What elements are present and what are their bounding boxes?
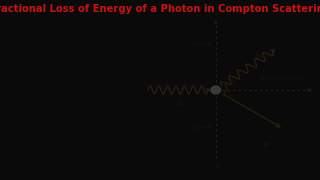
Text: hν'sinθ: hν'sinθ [192,42,212,47]
Text: θ: θ [230,79,234,87]
Circle shape [211,86,220,94]
Text: hν: hν [177,100,186,108]
Text: pₑ: pₑ [262,140,271,148]
Text: +: + [213,11,219,17]
Text: +: + [213,164,219,170]
Text: pₑsinΦ: pₑsinΦ [194,125,212,130]
Text: Fractional Loss of Energy of a Photon in Compton Scattering: Fractional Loss of Energy of a Photon in… [0,4,320,15]
Text: Φ: Φ [227,93,233,101]
Text: hν': hν' [255,52,267,60]
Text: hν'cosθ+pₑcosΦ: hν'cosθ+pₑcosΦ [260,76,304,81]
